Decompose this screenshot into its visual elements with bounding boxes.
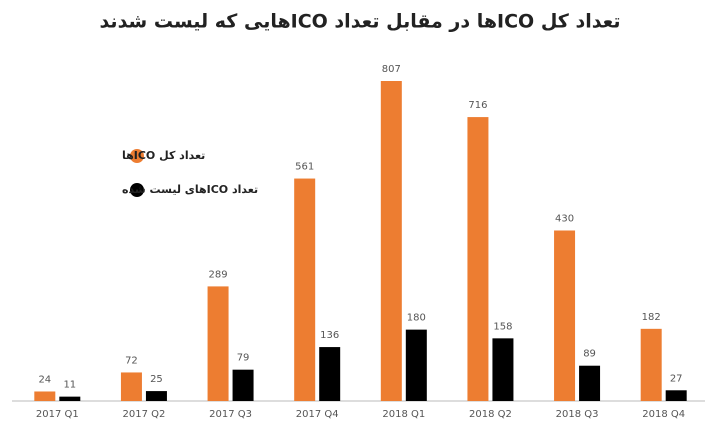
bar [207, 286, 229, 401]
data-label: 72 [125, 355, 138, 366]
legend-marker [130, 149, 144, 163]
data-label: 24 [38, 374, 51, 385]
bar [34, 391, 56, 401]
bar [59, 396, 81, 401]
bar [579, 365, 601, 401]
x-tick-label: 2018 Q4 [642, 409, 685, 420]
legend-label: تعداد کل ICOها [122, 149, 205, 162]
x-tick-label: 2018 Q2 [469, 409, 512, 420]
bar [319, 347, 341, 401]
data-label: 561 [295, 162, 314, 173]
x-tick-label: 2018 Q1 [382, 409, 425, 420]
data-label: 807 [382, 64, 401, 75]
data-label: 11 [63, 380, 76, 391]
legend-label: تعداد ICOهای لیست شده [122, 183, 258, 196]
data-label: 430 [555, 213, 574, 224]
chart-title: تعداد کل ICOها در مقابل تعداد ICOهایی که… [99, 11, 620, 33]
bar [405, 329, 427, 401]
bar [294, 178, 316, 401]
data-label: 180 [407, 313, 426, 324]
x-tick-label: 2017 Q4 [296, 409, 339, 420]
data-label: 79 [237, 353, 250, 364]
legend-marker [130, 183, 144, 197]
x-tick-label: 2017 Q2 [123, 409, 166, 420]
data-label: 25 [150, 374, 163, 385]
data-label: 289 [209, 269, 228, 280]
data-label: 89 [583, 349, 596, 360]
bar [467, 117, 489, 401]
bar [380, 81, 402, 401]
bar [554, 230, 576, 401]
x-tick-label: 2017 Q1 [36, 409, 79, 420]
x-tick-label: 2017 Q3 [209, 409, 252, 420]
bar [665, 390, 687, 401]
bar [120, 372, 142, 401]
bar [145, 391, 167, 401]
bar [232, 369, 254, 401]
x-tick-label: 2018 Q3 [556, 409, 599, 420]
data-label: 716 [468, 100, 487, 111]
data-label: 158 [493, 321, 512, 332]
bar [640, 328, 662, 401]
data-label: 27 [670, 373, 683, 384]
bar [492, 338, 514, 401]
data-label: 182 [642, 312, 661, 323]
data-label: 136 [320, 330, 339, 341]
